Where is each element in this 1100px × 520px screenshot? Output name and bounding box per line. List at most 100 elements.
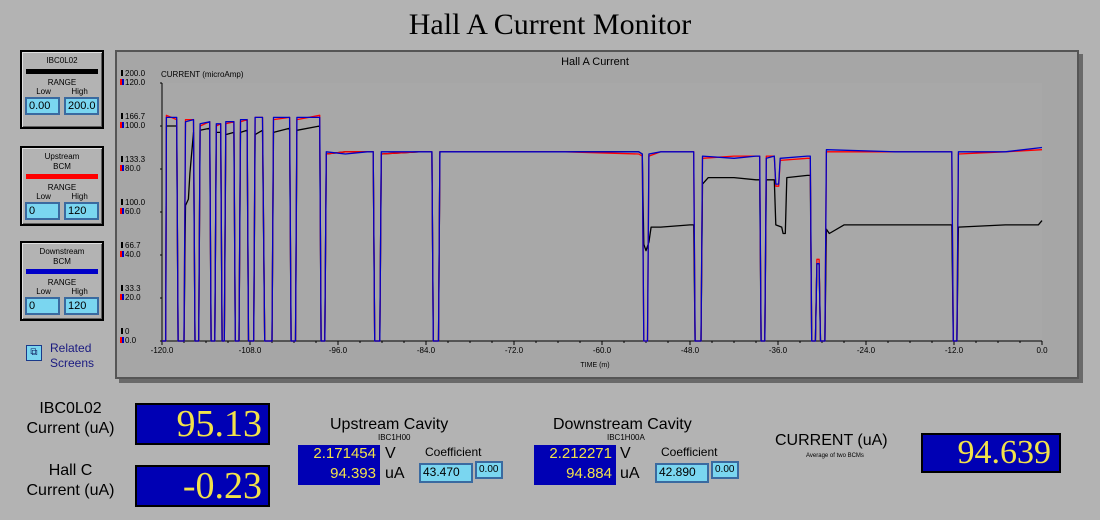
range-high-input[interactable]: 200.0 — [64, 97, 99, 115]
y-tick-marker-black — [121, 328, 123, 334]
high-label: High — [71, 287, 88, 296]
y-tick-marker-blue — [122, 165, 124, 171]
average-sub: Average of two BCMs — [806, 453, 864, 459]
x-tick-label: -120.0 — [151, 346, 174, 355]
x-tick-label: -72.0 — [505, 346, 524, 355]
upstream-coef-input[interactable]: 43.470 — [419, 463, 473, 483]
x-tick-label: -48.0 — [681, 346, 700, 355]
downstream-coef-input[interactable]: 42.890 — [655, 463, 709, 483]
hallc-current-value: -0.23 — [135, 465, 270, 507]
downstream-offset-input[interactable]: 0.00 — [711, 461, 739, 479]
legend-swatch-blue — [26, 269, 98, 274]
average-label: CURRENT (uA) — [775, 432, 888, 449]
downstream-voltage: 2.212271 — [534, 445, 616, 465]
range-label: RANGE — [47, 78, 77, 87]
page-title: Hall A Current Monitor — [408, 8, 692, 41]
copy-screens-icon[interactable]: ⧉ — [26, 345, 42, 361]
high-label: High — [71, 87, 88, 96]
y-tick-marker-blue — [122, 122, 124, 128]
y-tick-label-black: 166.7 — [125, 112, 146, 121]
y-tick-marker-black — [121, 285, 123, 291]
related-screens-button[interactable]: Related Screens — [50, 341, 94, 371]
x-tick-label: -108.0 — [239, 346, 262, 355]
y-tick-marker-blue — [122, 79, 124, 85]
upstream-volt-unit: V — [385, 445, 396, 462]
y-tick-label-black: 133.3 — [125, 155, 146, 164]
x-tick-label: -12.0 — [945, 346, 964, 355]
ibc-current-value: 95.13 — [135, 403, 270, 445]
y-tick-marker-blue — [122, 337, 124, 343]
y-tick-label-black: 0 — [125, 327, 130, 336]
y-tick-marker-blue — [122, 294, 124, 300]
range-high-input[interactable]: 120 — [64, 297, 99, 315]
x-tick-label: -96.0 — [329, 346, 348, 355]
y-tick-marker-black — [121, 156, 123, 162]
downstream-current: 94.884 — [534, 465, 616, 485]
y-tick-marker-black — [121, 199, 123, 205]
y-tick-marker-red — [120, 208, 122, 214]
y-tick-label-black: 33.3 — [125, 284, 141, 293]
y-tick-label: 120.0 — [125, 78, 146, 87]
current-chart: Hall A Current CURRENT (microAmp) TIME (m)… — [120, 56, 1048, 369]
hallc-label-line2: Current (uA) — [26, 482, 115, 499]
related-label-line2: Screens — [50, 356, 95, 370]
range-high-input[interactable]: 120 — [64, 202, 99, 220]
y-tick-marker-red — [120, 251, 122, 257]
downstream-volt-unit: V — [620, 445, 631, 462]
x-tick-label: -60.0 — [593, 346, 612, 355]
ibc-label-line1: IBC0L02 — [39, 400, 102, 417]
legend-swatch-red — [26, 174, 98, 179]
y-axis-label: CURRENT (microAmp) — [161, 70, 244, 79]
upstream-coef-label: Coefficient — [425, 445, 482, 459]
upstream-sub: IBC1H00 — [378, 433, 411, 442]
downstream-sub: IBC1H00A — [607, 433, 645, 442]
y-tick-label-black: 200.0 — [125, 69, 146, 78]
y-tick-marker-red — [120, 337, 122, 343]
ibc-label-line2: Current (uA) — [26, 420, 115, 437]
low-label: Low — [36, 192, 51, 201]
y-tick-label: 0.0 — [125, 336, 137, 345]
downstream-current-unit: uA — [620, 465, 640, 482]
legend-name: Upstream BCM — [44, 152, 80, 171]
x-tick-label: -36.0 — [769, 346, 788, 355]
range-low-input[interactable]: 0.00 — [25, 97, 60, 115]
high-label: High — [71, 192, 88, 201]
range-label: RANGE — [47, 183, 77, 192]
range-label: RANGE — [47, 278, 77, 287]
range-low-input[interactable]: 0 — [25, 202, 60, 220]
legend-panel-downstream: Downstream BCM RANGE Low High 0 120 — [20, 241, 104, 321]
low-label: Low — [36, 87, 51, 96]
y-tick-marker-black — [121, 242, 123, 248]
upstream-title: Upstream Cavity — [330, 416, 449, 433]
hallc-label: Hall C Current (uA) — [18, 461, 123, 501]
y-tick-marker-black — [121, 113, 123, 119]
y-tick-label-black: 100.0 — [125, 198, 146, 207]
chart-title: Hall A Current — [561, 56, 629, 68]
legend-swatch-black — [26, 69, 98, 74]
y-tick-label: 80.0 — [125, 164, 141, 173]
upstream-voltage: 2.171454 — [298, 445, 380, 465]
range-low-input[interactable]: 0 — [25, 297, 60, 315]
y-tick-marker-red — [120, 122, 122, 128]
y-tick-marker-blue — [122, 208, 124, 214]
downstream-title: Downstream Cavity — [553, 416, 692, 433]
y-tick-label: 60.0 — [125, 207, 141, 216]
ibc-label: IBC0L02 Current (uA) — [18, 399, 123, 439]
y-tick-marker-red — [120, 79, 122, 85]
x-tick-label: -24.0 — [857, 346, 876, 355]
legend-panel-upstream: Upstream BCM RANGE Low High 0 120 — [20, 146, 104, 226]
x-axis-label: TIME (m) — [580, 362, 609, 369]
upstream-offset-input[interactable]: 0.00 — [475, 461, 503, 479]
hallc-label-line1: Hall C — [48, 462, 93, 479]
y-tick-label: 20.0 — [125, 293, 141, 302]
related-label-line1: Related — [50, 341, 92, 355]
average-current-value: 94.639 — [921, 433, 1061, 473]
legend-panel-ibc0l02: IBC0L02 RANGE Low High 0.00 200.0 — [20, 50, 104, 129]
y-tick-marker-black — [121, 70, 123, 76]
upstream-current: 94.393 — [298, 465, 380, 485]
y-tick-label: 40.0 — [125, 250, 141, 259]
y-tick-marker-blue — [122, 251, 124, 257]
plot-area — [162, 83, 1042, 341]
y-tick-marker-red — [120, 294, 122, 300]
y-tick-label-black: 66.7 — [125, 241, 141, 250]
